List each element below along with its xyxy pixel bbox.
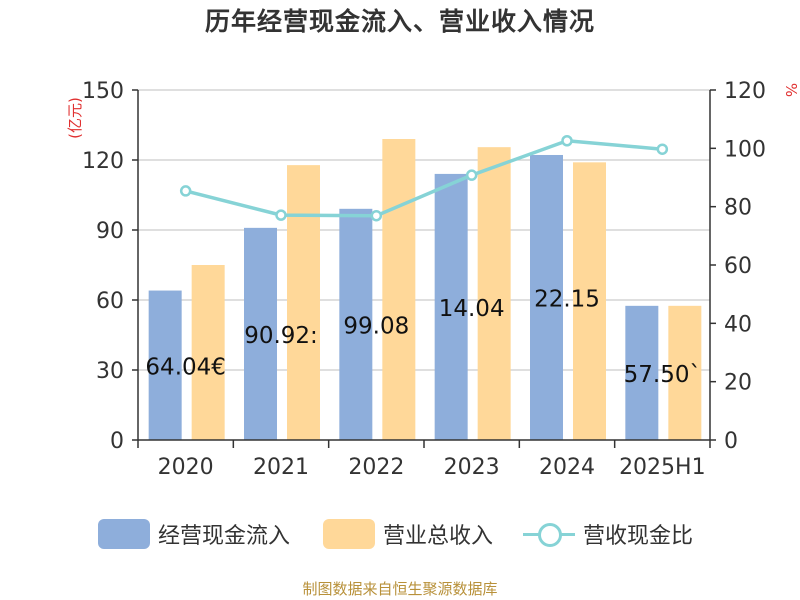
bar-revenue [573, 162, 606, 441]
legend-label-cash-inflow: 经营现金流入 [158, 524, 291, 549]
ratio-swatch [523, 519, 575, 549]
x-tick-label: 2020 [158, 455, 214, 480]
bar-cash-inflow [148, 290, 182, 440]
right-tick-label: 100 [724, 137, 766, 162]
x-tick-label: 2023 [444, 455, 500, 480]
x-tick-label: 2021 [253, 455, 309, 480]
ratio-point [179, 185, 192, 197]
x-tick-label: 2022 [348, 455, 404, 480]
data-label-cash-inflow: 14.04 [439, 296, 505, 322]
left-axis-unit: (亿元) [66, 97, 84, 139]
chart-title: 历年经营现金流入、营业收入情况 [204, 7, 595, 36]
bar-revenue [191, 265, 225, 440]
left-tick-label: 120 [82, 149, 124, 174]
legend-item-cash-inflow[interactable]: 经营现金流入 [98, 516, 290, 552]
legend-label-revenue: 营业总收入 [383, 524, 494, 549]
data-label-cash-inflow: 22.15 [534, 286, 600, 312]
right-tick-label: 60 [724, 254, 752, 279]
ratio-line [185, 139, 663, 218]
bar-revenue [382, 139, 416, 440]
data-label-cash-inflow: 99.08 [343, 313, 409, 339]
bar-revenue [668, 305, 702, 440]
right-axis-unit: % [782, 83, 800, 97]
x-tick-label: 2024 [539, 455, 595, 480]
bar-cash-inflow [339, 208, 373, 440]
bar-cash-inflow [434, 173, 468, 440]
bar-cash-inflow [244, 227, 277, 440]
bar-revenue [477, 147, 511, 440]
legend-item-revenue[interactable]: 营业总收入 [323, 516, 493, 552]
left-tick-label: 60 [96, 289, 124, 314]
legend-label-ratio: 营收现金比 [583, 524, 694, 549]
left-tick-label: 0 [110, 429, 124, 454]
left-tick-label: 30 [96, 359, 124, 384]
data-label-cash-inflow: 64.04€ [145, 354, 225, 380]
ratio-point [656, 143, 669, 155]
x-tick-label: 2025H1 [619, 455, 706, 480]
revenue-swatch [323, 519, 375, 549]
bar-revenue [287, 165, 320, 440]
data-label-cash-inflow: 90.92: [244, 323, 318, 349]
right-tick-label: 120 [724, 79, 766, 104]
bar-cash-inflow [530, 154, 563, 440]
ratio-point [370, 209, 383, 222]
ratio-point [275, 209, 287, 221]
right-tick-label: 40 [724, 312, 752, 337]
bar-cash-inflow [625, 305, 659, 440]
legend-item-ratio[interactable]: 营收现金比 [523, 516, 693, 552]
source-note: 制图数据来自恒生聚源数据库 [302, 580, 498, 598]
right-tick-label: 20 [724, 371, 752, 396]
ratio-point [561, 135, 573, 147]
ratio-point [465, 169, 478, 181]
left-tick-label: 150 [82, 79, 124, 104]
right-tick-label: 80 [724, 196, 752, 221]
left-tick-label: 90 [96, 219, 124, 244]
cash-inflow-swatch [98, 519, 150, 549]
right-tick-label: 0 [724, 429, 738, 454]
data-label-cash-inflow: 57.50` [624, 362, 701, 388]
